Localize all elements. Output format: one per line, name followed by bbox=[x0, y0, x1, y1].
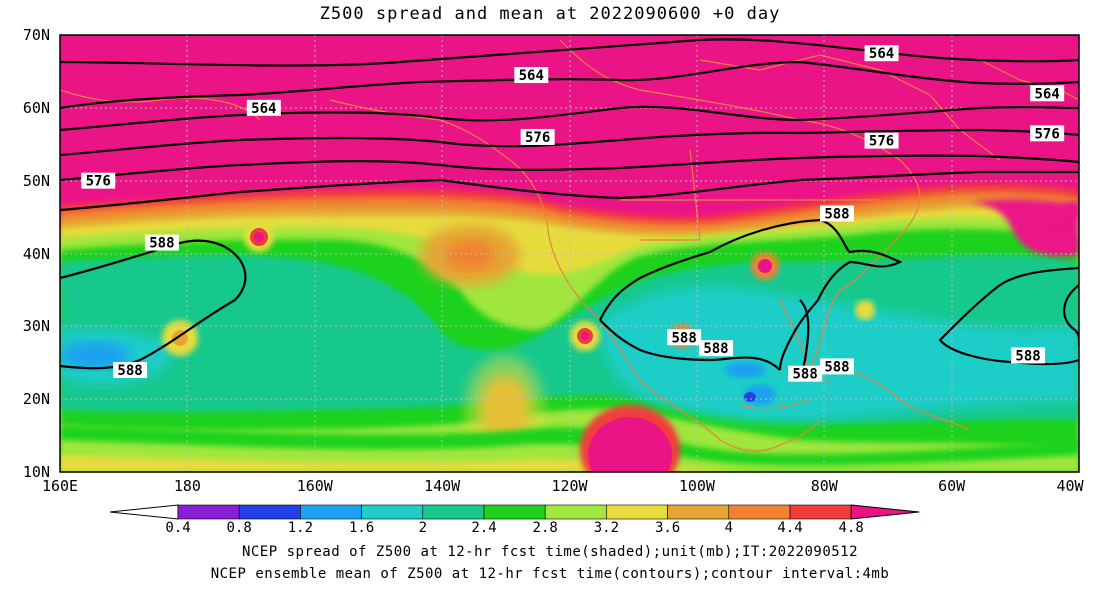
contour-label-text: 576 bbox=[86, 174, 111, 190]
contour-label-text: 588 bbox=[703, 341, 728, 357]
lon-label: 160W bbox=[296, 477, 333, 495]
colorbar-segment bbox=[361, 504, 424, 520]
colorbar-segment bbox=[728, 504, 791, 520]
colorbar-tick: 1.2 bbox=[287, 520, 314, 536]
colorbar-min-arrow bbox=[109, 504, 179, 520]
contour-label: 576 bbox=[864, 132, 899, 150]
colorbar-segment bbox=[667, 504, 730, 520]
contour-label: 588 bbox=[1011, 347, 1046, 364]
lon-label: 100W bbox=[678, 477, 715, 495]
coastlines bbox=[60, 39, 1079, 452]
contour-label: 588 bbox=[667, 329, 702, 346]
lat-label: 30N bbox=[22, 317, 50, 336]
caption-shaded: NCEP spread of Z500 at 12-hr fcst time(s… bbox=[241, 544, 859, 560]
contour-label: 564 bbox=[1030, 85, 1065, 102]
contour-label-text: 588 bbox=[149, 236, 174, 252]
colorbar-segment bbox=[300, 504, 362, 520]
contour-label-text: 588 bbox=[792, 367, 817, 383]
colorbar bbox=[109, 504, 920, 520]
colorbar-segment bbox=[177, 504, 240, 520]
contour-label: 588 bbox=[819, 358, 854, 375]
contour-label: 588 bbox=[698, 340, 733, 357]
colorbar-tick: 4 bbox=[724, 520, 734, 536]
colorbar-tick: 3.2 bbox=[593, 520, 620, 536]
lat-label: 10N bbox=[22, 463, 50, 481]
contour-label: 588 bbox=[788, 365, 823, 383]
contour-label: 588 bbox=[113, 362, 148, 379]
contour-label: 576 bbox=[81, 172, 116, 190]
lat-label: 40N bbox=[22, 244, 50, 263]
colorbar-segment bbox=[789, 504, 852, 520]
contour-label-text: 564 bbox=[1035, 86, 1060, 102]
spread-map: 564 564 564 564 576 576 576 576 588 588 588 588 588 5… bbox=[59, 34, 1080, 520]
lon-label: 80W bbox=[810, 477, 838, 495]
contour-label-text: 588 bbox=[1015, 348, 1040, 364]
lat-label: 20N bbox=[22, 390, 50, 409]
colorbar-segment bbox=[483, 504, 546, 520]
plot-frame bbox=[59, 34, 1080, 473]
contour-label-text: 564 bbox=[251, 101, 276, 117]
lat-label: 60N bbox=[22, 98, 50, 117]
colorbar-max-arrow bbox=[850, 504, 920, 520]
contour-label: 576 bbox=[520, 128, 555, 146]
colorbar-segment bbox=[544, 504, 607, 520]
lon-label: 40W bbox=[1056, 477, 1084, 495]
lon-label: 60W bbox=[938, 477, 966, 495]
contour-label-text: 588 bbox=[824, 359, 849, 375]
lon-label: 160E bbox=[41, 477, 79, 495]
contour-label-text: 588 bbox=[824, 206, 849, 222]
contour-label: 588 bbox=[144, 234, 179, 252]
colorbar-tick: 2 bbox=[418, 520, 428, 536]
colorbar-tick: 3.6 bbox=[654, 520, 681, 536]
contour-label-text: 564 bbox=[519, 68, 544, 84]
lon-label: 120W bbox=[551, 477, 588, 495]
lat-label: 50N bbox=[22, 171, 50, 190]
lon-label: 140W bbox=[424, 477, 461, 495]
contour-label-text: 576 bbox=[525, 130, 550, 146]
contour-labels: 564 564 564 564 576 576 576 576 588 588 588 588 588 5… bbox=[81, 45, 1065, 383]
lat-label: 70N bbox=[22, 26, 50, 44]
colorbar-tick: 2.8 bbox=[532, 520, 558, 536]
colorbar-tick: 1.6 bbox=[348, 520, 375, 536]
colorbar-tick: 2.4 bbox=[471, 520, 497, 536]
colorbar-tick: 0.8 bbox=[226, 520, 252, 536]
caption-contours: NCEP ensemble mean of Z500 at 12-hr fcst… bbox=[210, 566, 890, 582]
contour-label: 564 bbox=[864, 45, 899, 62]
colorbar-segment bbox=[606, 504, 668, 520]
colorbar-tick: 4.8 bbox=[838, 520, 864, 536]
contour-label-text: 588 bbox=[117, 363, 142, 379]
lon-label: 180 bbox=[173, 477, 201, 495]
contour-label: 564 bbox=[246, 99, 281, 117]
colorbar-segment bbox=[238, 504, 301, 520]
colorbar-tick: 0.4 bbox=[165, 520, 191, 536]
contour-label-text: 576 bbox=[869, 134, 894, 150]
mean-contours bbox=[60, 38, 1079, 373]
contour-label-text: 564 bbox=[869, 46, 894, 62]
contour-label: 576 bbox=[1030, 125, 1065, 142]
colorbar-segment bbox=[422, 504, 485, 520]
contour-label-text: 576 bbox=[1035, 126, 1060, 142]
contour-label: 588 bbox=[819, 205, 854, 222]
contour-label: 564 bbox=[514, 67, 549, 84]
colorbar-tick: 4.4 bbox=[777, 520, 803, 536]
map-title: Z500 spread and mean at 2022090600 +0 da… bbox=[319, 4, 781, 24]
contour-label-text: 588 bbox=[671, 330, 696, 346]
